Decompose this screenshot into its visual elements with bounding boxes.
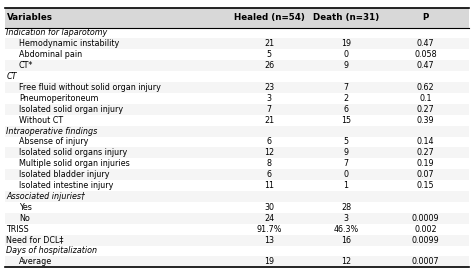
Text: 0.62: 0.62 <box>417 83 434 92</box>
Text: 0.47: 0.47 <box>417 61 434 70</box>
Text: 7: 7 <box>344 159 348 168</box>
Text: 12: 12 <box>341 257 351 266</box>
Text: Isolated solid organs injury: Isolated solid organs injury <box>19 148 127 157</box>
Text: P: P <box>422 13 428 22</box>
Text: 5: 5 <box>266 50 272 59</box>
Text: 1: 1 <box>344 181 348 190</box>
Text: Death (n=31): Death (n=31) <box>313 13 379 22</box>
Text: Average: Average <box>19 257 52 266</box>
Text: 28: 28 <box>341 203 351 212</box>
Bar <box>5 71 469 82</box>
Text: CT*: CT* <box>19 61 33 70</box>
Text: Associated injuries†: Associated injuries† <box>6 192 85 201</box>
Text: Multiple solid organ injuries: Multiple solid organ injuries <box>19 159 130 168</box>
Bar <box>5 28 469 38</box>
Text: 13: 13 <box>264 235 274 245</box>
Text: 0.058: 0.058 <box>414 50 437 59</box>
Bar <box>5 115 469 126</box>
Text: 6: 6 <box>266 170 272 179</box>
Bar <box>5 93 469 104</box>
Text: 0.1: 0.1 <box>419 94 432 103</box>
Text: 19: 19 <box>341 39 351 48</box>
Text: 91.7%: 91.7% <box>256 225 282 234</box>
Bar <box>5 191 469 202</box>
Text: 0.47: 0.47 <box>417 39 434 48</box>
Bar <box>5 126 469 137</box>
Text: 3: 3 <box>344 214 348 223</box>
Text: 0.14: 0.14 <box>417 137 434 146</box>
Text: 2: 2 <box>344 94 348 103</box>
Text: 0.07: 0.07 <box>417 170 434 179</box>
Text: 46.3%: 46.3% <box>333 225 359 234</box>
Text: 0.39: 0.39 <box>417 116 434 125</box>
Text: Healed (n=54): Healed (n=54) <box>234 13 304 22</box>
Text: 0: 0 <box>344 50 348 59</box>
Bar <box>5 180 469 191</box>
Bar <box>5 104 469 115</box>
Bar <box>5 235 469 245</box>
Text: 0.27: 0.27 <box>417 148 434 157</box>
Text: Abdominal pain: Abdominal pain <box>19 50 82 59</box>
Text: 9: 9 <box>344 148 348 157</box>
Text: 26: 26 <box>264 61 274 70</box>
Bar <box>5 49 469 60</box>
Text: 7: 7 <box>344 83 348 92</box>
Text: Variables: Variables <box>7 13 53 22</box>
Text: 12: 12 <box>264 148 274 157</box>
Text: 0.19: 0.19 <box>417 159 434 168</box>
Text: TRISS: TRISS <box>6 225 29 234</box>
Text: 16: 16 <box>341 235 351 245</box>
Text: 19: 19 <box>264 257 274 266</box>
Text: 21: 21 <box>264 39 274 48</box>
Text: CT: CT <box>6 72 17 81</box>
Bar <box>5 82 469 93</box>
Text: 0.002: 0.002 <box>414 225 437 234</box>
Text: Absense of injury: Absense of injury <box>19 137 88 146</box>
Bar <box>5 147 469 158</box>
Text: No: No <box>19 214 30 223</box>
Text: Isolated intestine injury: Isolated intestine injury <box>19 181 113 190</box>
Text: 0.0009: 0.0009 <box>411 214 439 223</box>
Text: 15: 15 <box>341 116 351 125</box>
Text: 5: 5 <box>344 137 348 146</box>
Text: Indication for laparotomy: Indication for laparotomy <box>6 29 108 38</box>
Text: 6: 6 <box>266 137 272 146</box>
Text: 0: 0 <box>344 170 348 179</box>
Text: Isolated solid organ injury: Isolated solid organ injury <box>19 105 123 114</box>
Bar <box>5 60 469 71</box>
Text: 3: 3 <box>266 94 272 103</box>
Text: 8: 8 <box>266 159 272 168</box>
Text: 21: 21 <box>264 116 274 125</box>
Text: 0.15: 0.15 <box>417 181 434 190</box>
Text: 7: 7 <box>266 105 272 114</box>
Text: Intraoperative findings: Intraoperative findings <box>6 127 98 136</box>
Bar <box>5 158 469 169</box>
Bar <box>5 137 469 147</box>
Text: Hemodynamic instability: Hemodynamic instability <box>19 39 119 48</box>
Bar <box>5 38 469 49</box>
Text: 0.0099: 0.0099 <box>411 235 439 245</box>
Bar <box>5 213 469 224</box>
Bar <box>5 169 469 180</box>
Bar <box>5 256 469 267</box>
Text: Yes: Yes <box>19 203 32 212</box>
Text: 11: 11 <box>264 181 274 190</box>
Bar <box>5 224 469 235</box>
Text: 6: 6 <box>344 105 348 114</box>
Text: 24: 24 <box>264 214 274 223</box>
Text: Isolated bladder injury: Isolated bladder injury <box>19 170 109 179</box>
Bar <box>5 245 469 256</box>
Text: Days of hospitalization: Days of hospitalization <box>6 247 97 255</box>
Text: Free fluid without solid organ injury: Free fluid without solid organ injury <box>19 83 161 92</box>
Text: Without CT: Without CT <box>19 116 63 125</box>
Bar <box>5 202 469 213</box>
Text: Pneumoperitoneum: Pneumoperitoneum <box>19 94 99 103</box>
Text: 9: 9 <box>344 61 348 70</box>
Text: 23: 23 <box>264 83 274 92</box>
Text: Need for DCL‡: Need for DCL‡ <box>6 235 64 245</box>
Bar <box>5 8 469 28</box>
Text: 0.0007: 0.0007 <box>411 257 439 266</box>
Text: 30: 30 <box>264 203 274 212</box>
Text: 0.27: 0.27 <box>417 105 434 114</box>
